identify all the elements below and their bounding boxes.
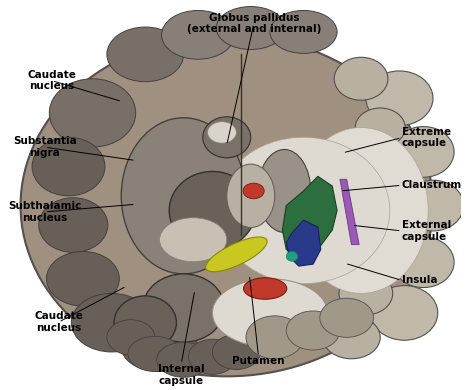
- Ellipse shape: [334, 57, 388, 100]
- Ellipse shape: [121, 323, 198, 371]
- Ellipse shape: [371, 285, 438, 340]
- Ellipse shape: [286, 252, 298, 261]
- Ellipse shape: [402, 180, 464, 231]
- Ellipse shape: [366, 71, 433, 126]
- Ellipse shape: [392, 127, 454, 177]
- Ellipse shape: [212, 279, 328, 347]
- Ellipse shape: [320, 298, 374, 337]
- Text: Extreme
capsule: Extreme capsule: [401, 127, 451, 149]
- Text: Putamen: Putamen: [232, 356, 285, 367]
- Text: Caudate
nucleus: Caudate nucleus: [34, 312, 83, 333]
- Ellipse shape: [203, 117, 251, 158]
- Ellipse shape: [286, 311, 340, 350]
- Ellipse shape: [32, 137, 105, 196]
- Ellipse shape: [216, 7, 285, 50]
- Ellipse shape: [339, 272, 392, 315]
- Ellipse shape: [323, 316, 380, 359]
- Ellipse shape: [160, 218, 227, 262]
- Polygon shape: [340, 179, 359, 245]
- Ellipse shape: [244, 278, 287, 299]
- Ellipse shape: [143, 274, 224, 342]
- Ellipse shape: [227, 164, 275, 227]
- Ellipse shape: [356, 108, 405, 147]
- Ellipse shape: [270, 11, 337, 53]
- Ellipse shape: [258, 149, 310, 232]
- Text: Claustrum: Claustrum: [401, 180, 462, 190]
- Ellipse shape: [246, 316, 303, 359]
- Ellipse shape: [72, 293, 152, 352]
- Ellipse shape: [217, 137, 390, 284]
- Polygon shape: [283, 176, 337, 256]
- Text: Caudate
nucleus: Caudate nucleus: [27, 70, 76, 91]
- Text: External
capsule: External capsule: [401, 220, 451, 242]
- Ellipse shape: [360, 162, 410, 201]
- Ellipse shape: [107, 27, 183, 82]
- Ellipse shape: [121, 118, 246, 274]
- Ellipse shape: [206, 237, 267, 272]
- Ellipse shape: [157, 342, 210, 377]
- Ellipse shape: [188, 339, 237, 374]
- Ellipse shape: [39, 198, 108, 252]
- Ellipse shape: [243, 183, 264, 199]
- Text: Globus pallidus
(external and internal): Globus pallidus (external and internal): [187, 13, 321, 34]
- Text: Insula: Insula: [401, 275, 437, 285]
- Ellipse shape: [114, 296, 176, 349]
- Ellipse shape: [392, 237, 454, 287]
- Polygon shape: [286, 220, 321, 266]
- Text: Substantia
nigra: Substantia nigra: [13, 136, 77, 158]
- Ellipse shape: [128, 336, 182, 371]
- Ellipse shape: [169, 172, 255, 250]
- Ellipse shape: [294, 128, 428, 293]
- Ellipse shape: [49, 79, 136, 147]
- Ellipse shape: [46, 252, 119, 306]
- Ellipse shape: [162, 11, 235, 59]
- Ellipse shape: [208, 122, 237, 143]
- Ellipse shape: [107, 320, 155, 355]
- Text: Internal
capsule: Internal capsule: [158, 364, 204, 386]
- Ellipse shape: [212, 334, 260, 369]
- Ellipse shape: [356, 215, 405, 254]
- Ellipse shape: [20, 35, 433, 376]
- Text: Subthalamic
nucleus: Subthalamic nucleus: [8, 201, 82, 223]
